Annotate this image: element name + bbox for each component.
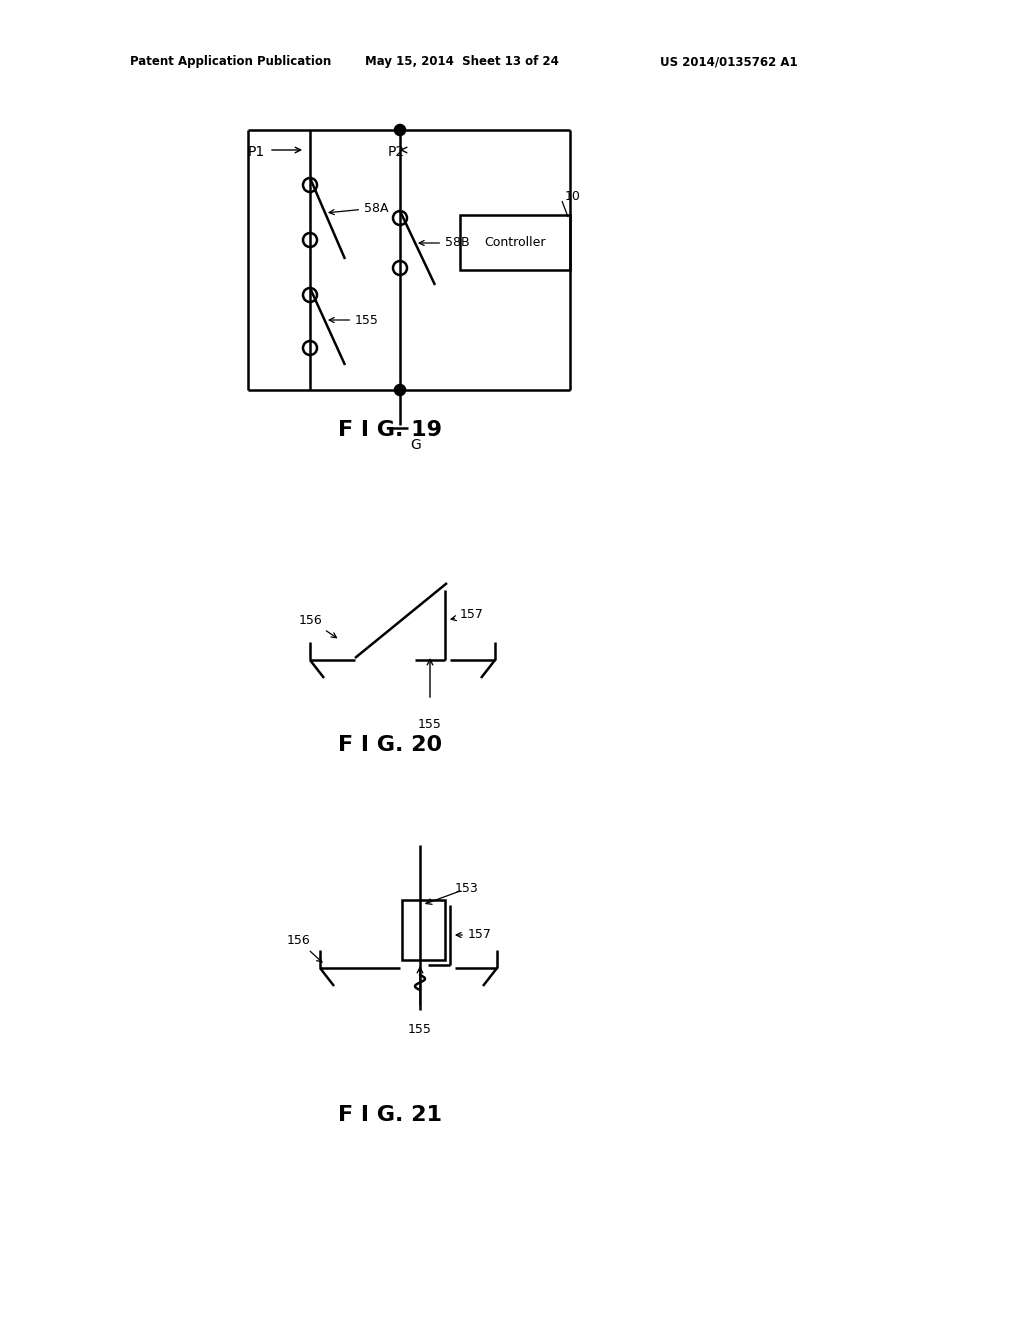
Text: US 2014/0135762 A1: US 2014/0135762 A1 bbox=[660, 55, 798, 69]
Text: May 15, 2014  Sheet 13 of 24: May 15, 2014 Sheet 13 of 24 bbox=[365, 55, 559, 69]
Text: 155: 155 bbox=[329, 314, 379, 326]
Text: P2: P2 bbox=[388, 145, 406, 158]
Text: 10: 10 bbox=[565, 190, 581, 203]
Text: 155: 155 bbox=[418, 718, 442, 731]
Text: F I G. 20: F I G. 20 bbox=[338, 735, 442, 755]
Text: 153: 153 bbox=[455, 882, 479, 895]
Text: 157: 157 bbox=[456, 928, 492, 941]
Text: Patent Application Publication: Patent Application Publication bbox=[130, 55, 331, 69]
Text: P1: P1 bbox=[248, 145, 265, 158]
Text: 156: 156 bbox=[298, 614, 337, 638]
Text: 58B: 58B bbox=[419, 236, 470, 249]
Text: F I G. 19: F I G. 19 bbox=[338, 420, 442, 440]
Text: F I G. 21: F I G. 21 bbox=[338, 1105, 442, 1125]
Text: 58A: 58A bbox=[329, 202, 388, 215]
Bar bbox=[402, 900, 445, 960]
Text: Controller: Controller bbox=[484, 236, 546, 249]
Circle shape bbox=[395, 125, 406, 135]
Bar bbox=[460, 215, 570, 271]
Text: 156: 156 bbox=[287, 933, 322, 962]
Text: 157: 157 bbox=[452, 609, 484, 622]
Circle shape bbox=[395, 385, 406, 395]
Text: G: G bbox=[410, 438, 421, 451]
Text: 155: 155 bbox=[408, 1023, 432, 1036]
